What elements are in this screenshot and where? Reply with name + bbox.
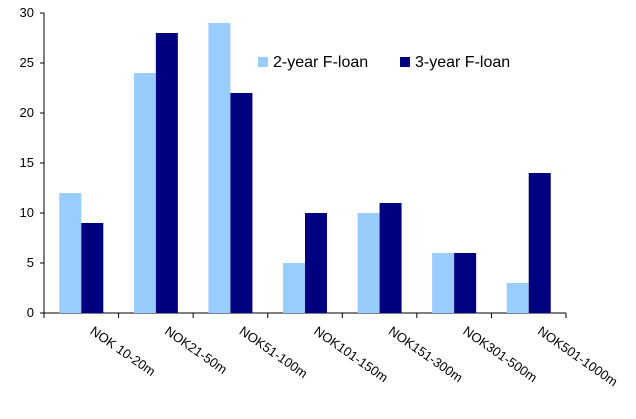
- y-tick-label: 20: [20, 105, 34, 120]
- bar-three-year-3: [305, 213, 327, 313]
- x-axis-labels: NOK 10-20m NOK21-50m NOK51-100m NOK101-150m…: [88, 323, 621, 389]
- y-tick-label: 0: [27, 305, 34, 320]
- legend-label: 3-year F-loan: [415, 54, 510, 71]
- legend: 2-year F-loan 3-year F-loan: [258, 54, 510, 71]
- bar-two-year-4: [357, 213, 380, 313]
- x-category-label: NOK21-50m: [162, 323, 230, 377]
- x-category-label: NOK 10-20m: [88, 323, 159, 379]
- x-category-label: NOK501-1000m: [535, 323, 621, 389]
- x-category-label: NOK101-150m: [311, 323, 391, 385]
- y-tick-label: 30: [20, 5, 34, 20]
- bar-three-year-1: [155, 33, 178, 313]
- y-tick-label: 10: [20, 205, 34, 220]
- y-tick-label: 15: [20, 155, 34, 170]
- legend-label: 2-year F-loan: [273, 54, 368, 71]
- bar-two-year-3: [283, 263, 305, 313]
- x-category-label: NOK151-300m: [386, 323, 466, 385]
- bar-two-year-0: [59, 193, 82, 313]
- bars: [59, 23, 551, 313]
- y-axis-ticks: 0 5 10 15 20 25 30: [20, 5, 44, 320]
- bar-three-year-6: [528, 173, 551, 313]
- bar-two-year-1: [133, 73, 156, 313]
- y-tick-label: 5: [27, 255, 34, 270]
- bar-three-year-2: [230, 93, 253, 313]
- bar-two-year-5: [432, 253, 455, 313]
- y-tick-label: 25: [20, 55, 34, 70]
- bar-three-year-4: [379, 203, 402, 313]
- x-category-label: NOK51-100m: [237, 323, 311, 381]
- x-category-label: NOK301-500m: [460, 323, 540, 385]
- bar-two-year-2: [208, 23, 231, 313]
- bar-three-year-0: [81, 223, 104, 313]
- bar-three-year-5: [454, 253, 477, 313]
- legend-swatch: [400, 57, 410, 67]
- bar-two-year-6: [506, 283, 529, 313]
- legend-swatch: [258, 57, 268, 67]
